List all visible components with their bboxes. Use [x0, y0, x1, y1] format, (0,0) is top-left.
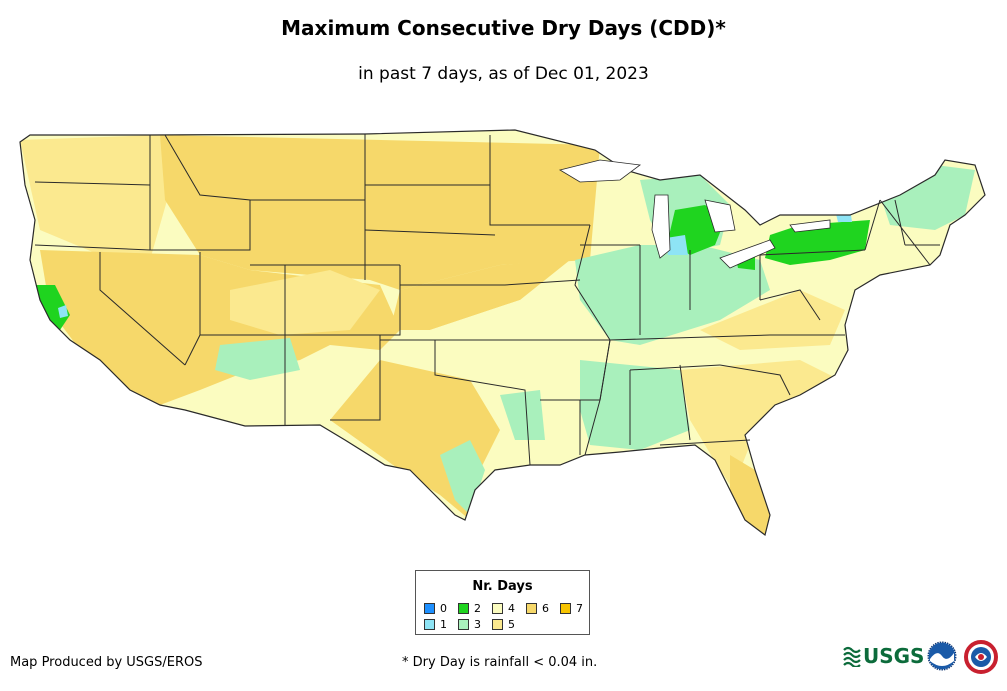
- legend-title: Nr. Days: [416, 579, 589, 594]
- legend-swatch-0: [424, 603, 435, 614]
- legend-swatch-3: [458, 619, 469, 630]
- legend-swatch-2: [458, 603, 469, 614]
- legend-item-1: 1: [424, 618, 447, 631]
- legend-swatch-7: [560, 603, 571, 614]
- legend-item-2: 2: [458, 602, 481, 615]
- zone-6-florida: [730, 455, 770, 535]
- usgs-logo: USGS: [843, 643, 924, 669]
- usgs-wave-icon: [843, 645, 861, 667]
- map-subtitle: in past 7 days, as of Dec 01, 2023: [0, 64, 1007, 84]
- legend-swatch-6: [526, 603, 537, 614]
- noaa-logo-icon: [927, 641, 957, 671]
- cdd-shading: [0, 110, 1007, 550]
- footnote: * Dry Day is rainfall < 0.04 in.: [402, 655, 597, 670]
- legend-item-5: 5: [492, 618, 515, 631]
- nws-logo-icon: [963, 639, 999, 675]
- legend-swatch-1: [424, 619, 435, 630]
- map-credit: Map Produced by USGS/EROS: [10, 655, 203, 670]
- legend-swatch-4: [492, 603, 503, 614]
- legend-item-3: 3: [458, 618, 481, 631]
- zone-3-southeast: [580, 360, 690, 450]
- legend-item-0: 0: [424, 602, 447, 615]
- agency-logos: USGS: [843, 637, 1003, 677]
- legend: Nr. Days 0 1 2 3 4 5 6 7: [415, 570, 590, 635]
- legend-swatch-5: [492, 619, 503, 630]
- map-title: Maximum Consecutive Dry Days (CDD)*: [0, 16, 1007, 40]
- legend-item-4: 4: [492, 602, 515, 615]
- legend-item-7: 7: [560, 602, 583, 615]
- us-cdd-map: [0, 110, 1007, 550]
- legend-item-6: 6: [526, 602, 549, 615]
